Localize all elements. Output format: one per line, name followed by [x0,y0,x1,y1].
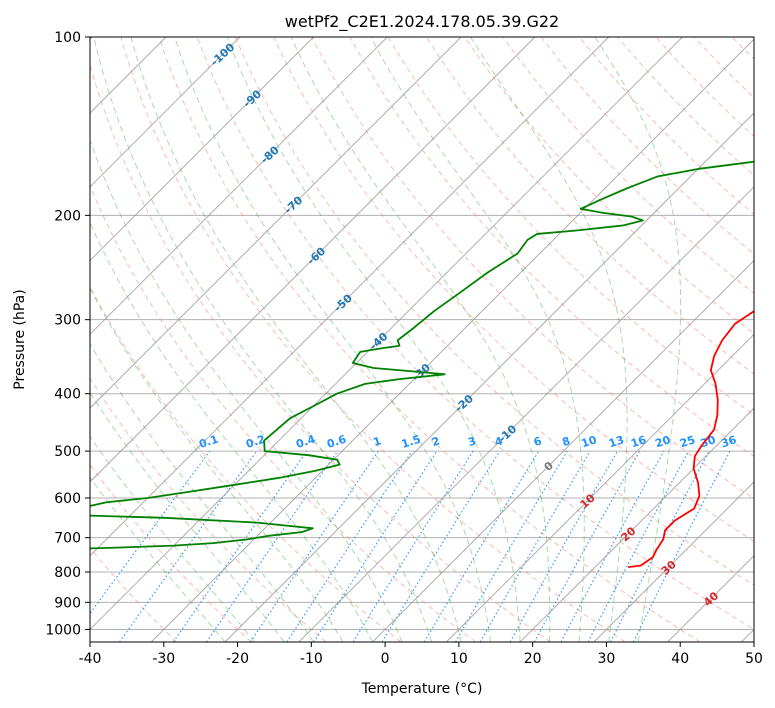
mixing-ratio-label: 1.5 [400,433,423,451]
moist-adiabat-line [90,138,403,642]
y-tick-label: 600 [54,491,81,507]
moist-adiabat-line [290,37,551,642]
plot-frame [89,36,755,643]
mixing-ratio-label: 0.6 [325,432,348,450]
moist-adiabat-line [370,37,585,642]
moist-adiabat-line [594,37,682,642]
mixing-ratio-label: 13 [607,433,626,450]
isotherm-line [445,333,754,642]
mixing-ratio-line [560,450,665,642]
y-axis-label: Pressure (hPa) [12,289,28,389]
dry-adiabat-line [234,37,754,586]
y-tick-label: 900 [54,595,81,611]
moist-adiabat-line [226,37,521,642]
isotherm-line [90,37,388,336]
x-tick-label: -10 [300,651,323,667]
isotherm-line [90,37,683,631]
dry-adiabat-line [273,37,754,543]
x-tick-label: -40 [79,651,102,667]
x-axis-label: Temperature (°C) [361,681,483,697]
mixing-ratio-label: 20 [654,433,673,450]
isotherm-line [90,37,536,483]
moist-adiabat-line [90,391,285,642]
moist-adiabat-line [90,287,344,642]
mixing-ratio-line [454,450,568,642]
isotherm-line [224,112,754,642]
x-tick-label: 50 [745,651,763,667]
mixing-ratio-label: 3 [466,434,477,449]
axes: -40 -30 -20 -10 0 10 20 30 40 5010020030040050060… [45,30,763,667]
mixing-ratio-line [206,450,339,642]
x-tick-label: 20 [524,651,542,667]
dry-adiabat-line [90,285,402,642]
mixing-ratio-label: 16 [629,433,648,450]
isotherm-line [90,37,241,188]
mixing-ratio-line [90,450,211,615]
temperature-line [628,310,754,569]
y-tick-label: 1000 [45,622,81,638]
mixing-ratio-line [352,450,474,642]
mixing-ratio-line [509,450,618,642]
mixing-ratio-label: 0.4 [294,432,317,450]
isotherm-line [593,481,754,642]
dry-adiabat-line [90,377,327,642]
plot-area: 0.10.20.40.611.52346810131620253036-100-… [90,37,754,642]
chart-title: wetPf2_C2E1.2024.178.05.39.G22 [285,12,559,32]
x-tick-label: 40 [671,651,689,667]
mixing-ratio-line [479,450,591,642]
mixing-ratio-line [381,450,501,642]
y-tick-label: 300 [54,313,81,329]
mixing-ratio-label: 30 [699,433,718,450]
moist-adiabat-line [90,342,314,642]
dry-adiabat-line [311,37,754,500]
mixing-ratio-label: 2 [430,434,441,449]
moist-adiabat-line [90,435,255,642]
y-tick-label: 100 [54,30,81,46]
isotherm-line [150,38,754,642]
y-tick-label: 700 [54,531,81,547]
dry-adiabat-line [120,37,626,642]
y-tick-label: 500 [54,444,81,460]
dry-adiabat-line [426,37,754,375]
isotherm-line [372,259,754,642]
mixing-ratio-label: 10 [580,433,599,450]
moist-adiabat-line [90,221,374,642]
isotherm-line [298,186,754,642]
mixing-ratio-label: 25 [678,433,697,450]
mixing-ratio-line [313,450,438,642]
mixing-ratio-label: 6 [532,434,544,449]
dry-adiabat-line [387,37,754,416]
x-tick-label: -20 [226,651,249,667]
moist-adiabat-line [130,37,462,642]
x-tick-label: 0 [381,651,390,667]
mixing-ratio-label: 8 [561,434,572,449]
isotherm-line [90,37,462,409]
isotherm-line [519,407,754,642]
dry-adiabat-line [196,37,754,631]
dry-adiabat-line [90,63,551,642]
isotherm-line [90,37,314,262]
y-tick-label: 200 [54,208,81,224]
moist-adiabat-line [470,37,628,642]
x-tick-label: -30 [152,651,175,667]
mixing-ratio-label: 1 [372,434,383,449]
y-tick-label: 800 [54,565,81,581]
mixing-ratio-line [119,450,258,642]
moist-adiabat-line [93,37,433,642]
isotherm-line [90,37,610,557]
dewpoint-line [90,160,754,550]
y-tick-label: 400 [54,387,81,403]
moist-adiabat-line [174,37,492,642]
mixing-ratio-line [423,450,540,642]
x-tick-label: 30 [598,651,616,667]
moist-adiabat-line [90,476,226,642]
mixing-ratio-line [172,450,308,642]
mixing-ratio-label: 0.1 [197,433,220,451]
mixing-ratio-label: 0.2 [244,433,267,451]
x-tick-label: 10 [450,651,468,667]
